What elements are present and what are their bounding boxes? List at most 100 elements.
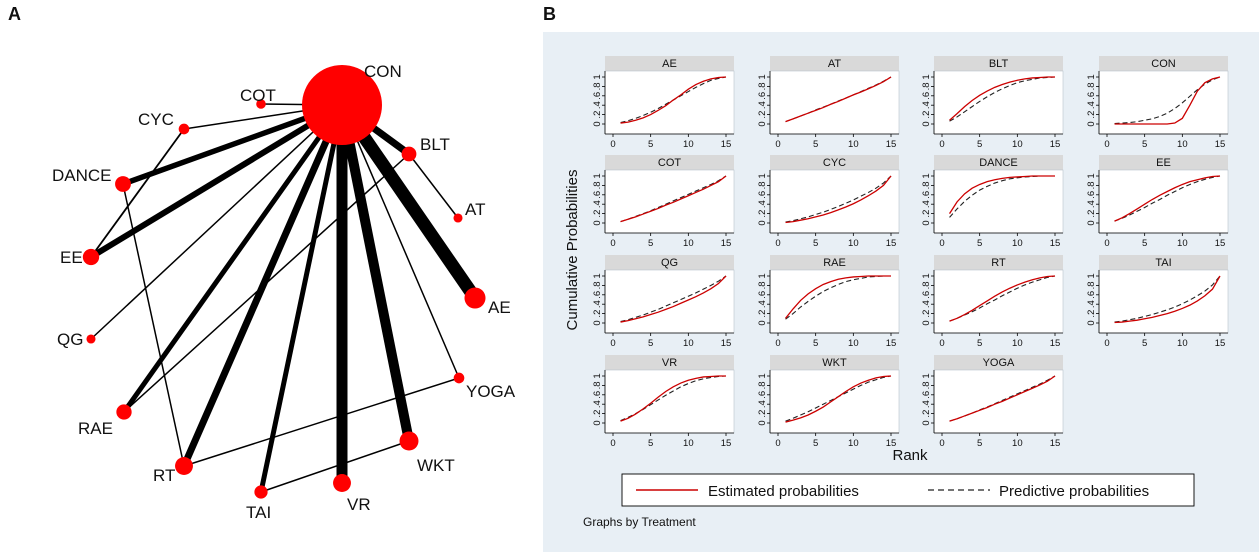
- x-tick-label: 0: [1104, 238, 1109, 249]
- estimated-line: [949, 275, 1056, 322]
- network-edges: [89, 101, 481, 493]
- node-vr: [333, 474, 351, 492]
- estimated-line: [620, 175, 727, 223]
- facet-qg: QG 0 5 10 15 0 .2 .4.6 .8 1: [592, 255, 735, 349]
- y-tick-label: .6: [921, 92, 932, 100]
- facet-title: AE: [662, 58, 677, 70]
- panel-b-label: B: [543, 4, 556, 24]
- node-label-rae: RAE: [78, 419, 113, 438]
- predictive-line: [949, 76, 1056, 122]
- y-tick-label: 0: [921, 420, 932, 425]
- network-labels: CON COT CYC DANCE EE QG RAE RT TAI VR WKT YOGA AE AT B…: [52, 62, 516, 522]
- x-tick-label: 15: [721, 139, 732, 150]
- x-tick-label: 15: [1215, 338, 1226, 349]
- x-tick-label: 0: [939, 139, 944, 150]
- x-tick-label: 10: [1012, 139, 1023, 150]
- y-tick-label: .6: [1086, 92, 1097, 100]
- x-tick-label: 10: [683, 438, 694, 449]
- network-plot: CON COT CYC DANCE EE QG RAE RT TAI VR WKT YOGA AE AT B…: [52, 62, 516, 522]
- facet-title: EE: [1156, 157, 1171, 169]
- y-tick-label: .8: [1086, 82, 1097, 90]
- y-tick-label: .6: [592, 92, 603, 100]
- edge-blt-rae: [123, 153, 410, 413]
- y-tick-label: .2: [1086, 310, 1097, 318]
- y-tick-label: .2: [757, 210, 768, 218]
- y-tick-label: .4: [921, 200, 932, 208]
- y-tick-label: .4: [757, 101, 768, 109]
- y-tick-label: 0: [592, 320, 603, 325]
- estimated-line: [1114, 76, 1221, 125]
- y-tick-label: .8: [921, 281, 932, 289]
- y-tick-label: .6: [757, 391, 768, 399]
- y-tick-label: .2: [592, 111, 603, 119]
- node-label-wkt: WKT: [417, 456, 455, 475]
- y-tick-label: 1: [592, 273, 603, 278]
- x-tick-label: 15: [1050, 438, 1061, 449]
- predictive-line: [949, 275, 1056, 322]
- facet-title: WKT: [822, 357, 847, 369]
- x-tick-label: 15: [1215, 238, 1226, 249]
- x-tick-label: 5: [813, 338, 818, 349]
- x-tick-label: 10: [683, 139, 694, 150]
- y-tick-label: .6: [757, 291, 768, 299]
- x-tick-label: 0: [775, 238, 780, 249]
- y-tick-label: .4: [592, 200, 603, 208]
- x-tick-label: 15: [1050, 139, 1061, 150]
- x-tick-label: 5: [977, 338, 982, 349]
- facet-ae: AE 0 5 10 15 0 .2 .4.6 .8 1: [592, 56, 735, 150]
- node-tai: [254, 485, 268, 499]
- facet-tai: TAI 0 5 10 15 0 .2 .4.6 .8 1: [1086, 255, 1229, 349]
- node-rt: [175, 457, 193, 475]
- y-axis-title: Cumulative Probabilities: [564, 170, 581, 331]
- estimated-line: [949, 375, 1056, 422]
- facet-title: AT: [828, 58, 842, 70]
- y-tick-label: .4: [592, 300, 603, 308]
- estimated-line: [785, 275, 891, 319]
- node-label-yoga: YOGA: [466, 382, 516, 401]
- edge-dance-rt: [122, 183, 185, 467]
- node-blt: [401, 146, 417, 162]
- x-tick-label: 10: [1012, 338, 1023, 349]
- edge-con-yoga: [341, 104, 460, 379]
- edge-con-rae: [121, 103, 345, 414]
- node-label-ae: AE: [488, 298, 511, 317]
- x-tick-label: 5: [1142, 338, 1147, 349]
- y-tick-label: .4: [592, 101, 603, 109]
- node-label-tai: TAI: [246, 503, 271, 522]
- estimated-line: [785, 76, 892, 123]
- facet-blt: BLT 0 5 10 15 0 .2 .4.6 .8 1: [921, 56, 1064, 150]
- y-tick-label: .6: [1086, 191, 1097, 199]
- edge-rt-yoga: [183, 377, 460, 467]
- x-tick-label: 10: [1177, 139, 1188, 150]
- estimated-line: [949, 76, 1055, 121]
- y-tick-label: .8: [592, 381, 603, 389]
- estimated-line: [785, 375, 892, 423]
- y-tick-label: 1: [1086, 273, 1097, 278]
- x-tick-label: 5: [977, 238, 982, 249]
- network-nodes: [82, 65, 486, 499]
- node-label-cyc: CYC: [138, 110, 174, 129]
- x-tick-label: 0: [610, 438, 615, 449]
- facet-vr: VR 0 5 10 15 0 .2 .4.6 .8 1: [592, 355, 735, 449]
- graphs-by-note: Graphs by Treatment: [583, 515, 696, 529]
- x-tick-label: 5: [648, 438, 653, 449]
- y-tick-label: .8: [1086, 281, 1097, 289]
- node-yoga: [453, 372, 465, 384]
- x-tick-label: 5: [813, 238, 818, 249]
- y-tick-label: 0: [757, 121, 768, 126]
- x-tick-label: 10: [848, 338, 859, 349]
- x-tick-label: 5: [1142, 238, 1147, 249]
- x-tick-label: 0: [939, 238, 944, 249]
- y-tick-label: 0: [1086, 121, 1097, 126]
- y-tick-label: .2: [592, 210, 603, 218]
- x-tick-label: 5: [648, 139, 653, 150]
- x-tick-label: 10: [683, 338, 694, 349]
- y-tick-label: 1: [757, 273, 768, 278]
- edge-cyc-ee: [90, 128, 185, 258]
- node-label-con: CON: [364, 62, 402, 81]
- y-tick-label: .4: [757, 400, 768, 408]
- x-tick-label: 15: [721, 238, 732, 249]
- node-cot: [256, 99, 266, 109]
- estimated-line: [948, 175, 1055, 214]
